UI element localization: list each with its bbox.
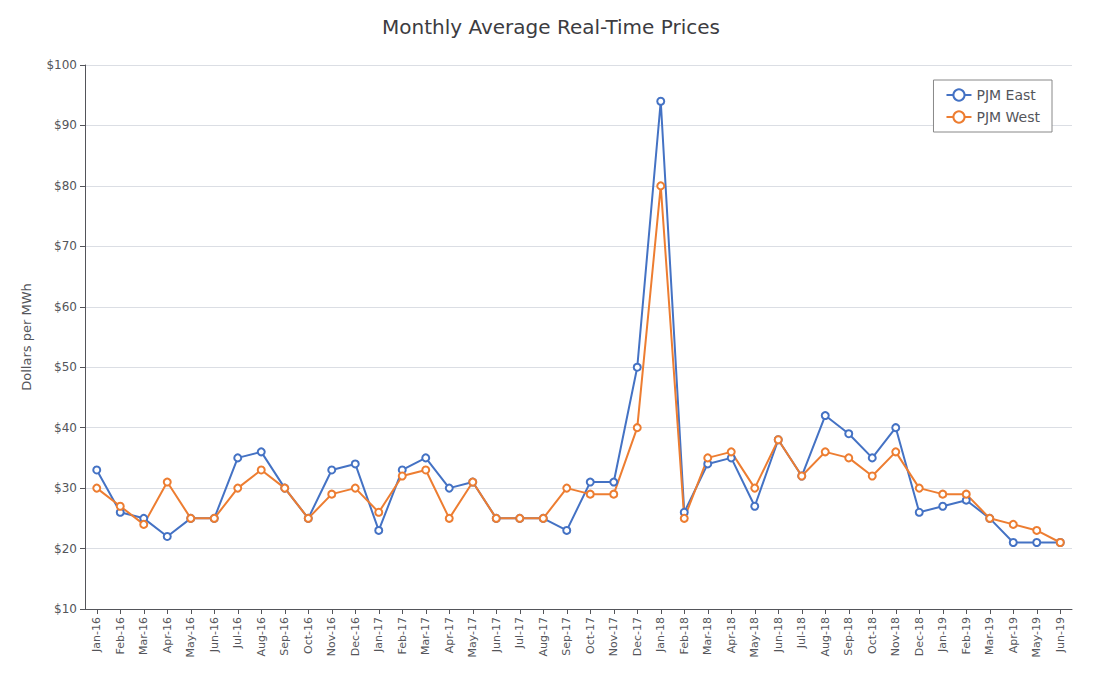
svg-text:Jan-17: Jan-17 (372, 617, 385, 653)
svg-text:Jun-17: Jun-17 (490, 617, 503, 653)
svg-text:May-19: May-19 (1030, 617, 1043, 658)
svg-text:Jun-16: Jun-16 (208, 617, 221, 653)
svg-text:Feb-16: Feb-16 (114, 617, 127, 654)
svg-text:Monthly Average Real-Time Pric: Monthly Average Real-Time Prices (382, 15, 720, 39)
svg-text:Nov-18: Nov-18 (889, 617, 902, 656)
svg-text:Oct-18: Oct-18 (866, 617, 879, 654)
svg-text:May-18: May-18 (748, 617, 761, 658)
svg-text:$100: $100 (46, 58, 77, 72)
svg-text:Jul-18: Jul-18 (795, 617, 808, 649)
svg-text:Jan-16: Jan-16 (90, 617, 103, 653)
svg-text:$70: $70 (54, 239, 77, 253)
svg-text:Oct-16: Oct-16 (302, 617, 315, 654)
svg-text:Dec-17: Dec-17 (631, 617, 644, 656)
svg-text:Feb-17: Feb-17 (396, 617, 409, 654)
svg-text:$20: $20 (54, 542, 77, 556)
svg-text:Nov-17: Nov-17 (607, 617, 620, 656)
svg-text:Jun-18: Jun-18 (772, 617, 785, 653)
svg-text:Dollars per MWh: Dollars per MWh (19, 283, 34, 390)
svg-text:Mar-17: Mar-17 (419, 617, 432, 655)
svg-text:Aug-17: Aug-17 (537, 617, 550, 656)
svg-text:Apr-16: Apr-16 (161, 617, 174, 653)
svg-text:Aug-18: Aug-18 (819, 617, 832, 656)
svg-text:$10: $10 (54, 602, 77, 616)
svg-text:May-16: May-16 (184, 617, 197, 658)
svg-text:PJM West: PJM West (976, 109, 1040, 125)
svg-text:Feb-19: Feb-19 (960, 617, 973, 654)
svg-text:Sep-18: Sep-18 (842, 617, 855, 656)
svg-text:Jun-19: Jun-19 (1054, 617, 1067, 653)
svg-text:Jul-17: Jul-17 (513, 617, 526, 649)
svg-text:Oct-17: Oct-17 (584, 617, 597, 654)
svg-text:May-17: May-17 (466, 617, 479, 658)
svg-text:Mar-19: Mar-19 (983, 617, 996, 655)
svg-text:Feb-18: Feb-18 (678, 617, 691, 654)
svg-text:Mar-16: Mar-16 (137, 617, 150, 655)
svg-text:Jan-19: Jan-19 (936, 617, 949, 653)
svg-text:Dec-18: Dec-18 (913, 617, 926, 656)
svg-text:Nov-16: Nov-16 (325, 617, 338, 656)
svg-text:PJM East: PJM East (976, 87, 1036, 103)
svg-text:Mar-18: Mar-18 (701, 617, 714, 655)
svg-text:Sep-16: Sep-16 (278, 617, 291, 656)
svg-text:Aug-16: Aug-16 (255, 617, 268, 656)
svg-text:$90: $90 (54, 118, 77, 132)
svg-text:$40: $40 (54, 421, 77, 435)
svg-text:Dec-16: Dec-16 (349, 617, 362, 656)
svg-text:Apr-19: Apr-19 (1007, 617, 1020, 653)
svg-text:Jul-16: Jul-16 (231, 617, 244, 649)
svg-text:Apr-18: Apr-18 (725, 617, 738, 653)
svg-text:$80: $80 (54, 179, 77, 193)
svg-text:$60: $60 (54, 300, 77, 314)
svg-text:$30: $30 (54, 481, 77, 495)
svg-text:Jan-18: Jan-18 (654, 617, 667, 653)
svg-text:$50: $50 (54, 360, 77, 374)
svg-text:Sep-17: Sep-17 (560, 617, 573, 656)
svg-text:Apr-17: Apr-17 (443, 617, 456, 653)
